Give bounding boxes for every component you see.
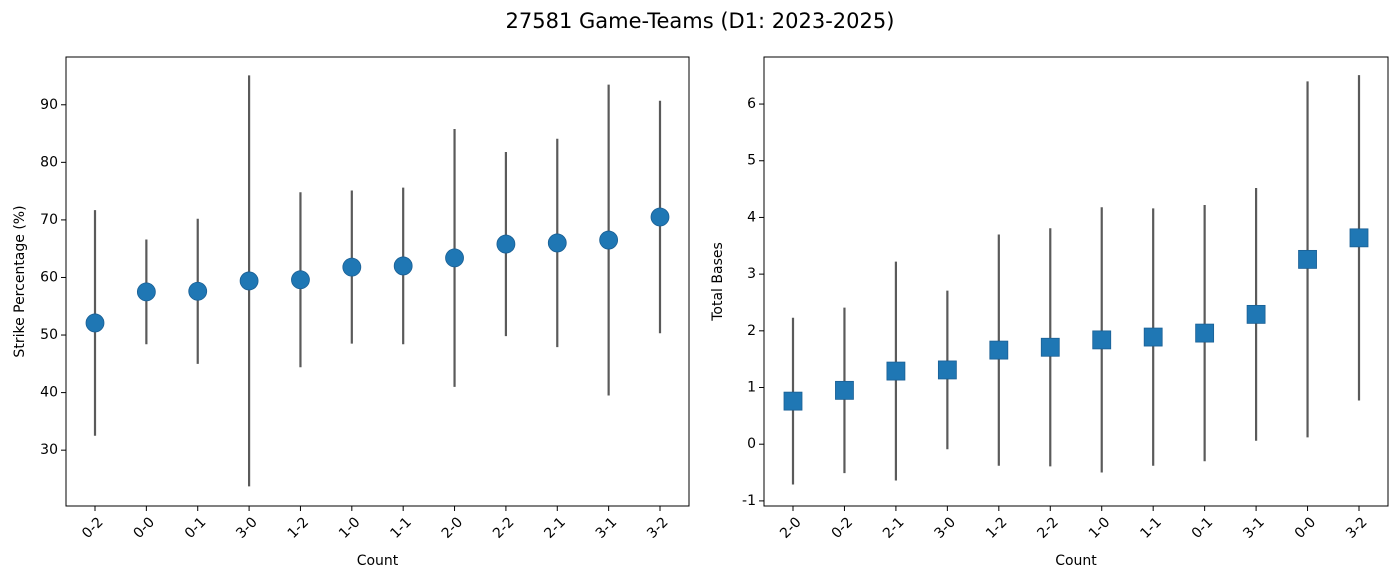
x-tick-label: 1-0: [1086, 514, 1113, 541]
figure-title: 27581 Game-Teams (D1: 2023-2025): [506, 9, 895, 33]
y-tick-label: 6: [747, 96, 756, 112]
marker: [1298, 249, 1317, 269]
plot-frame: [65, 56, 690, 507]
y-tick-label: 0: [747, 436, 756, 452]
x-tick-label: 1-2: [983, 514, 1010, 541]
x-tick-label: 3-0: [932, 514, 959, 541]
marker: [937, 360, 957, 380]
x-tick-label: 0-0: [1292, 514, 1319, 541]
marker: [1349, 228, 1369, 248]
marker: [1143, 327, 1163, 347]
marker: [599, 230, 619, 250]
x-tick-label: 2-0: [777, 514, 804, 541]
marker: [291, 270, 310, 290]
x-axis-label: Count: [1055, 553, 1097, 569]
x-tick-label: 3-0: [233, 514, 260, 541]
x-tick-label: 3-1: [1240, 514, 1267, 541]
marker: [783, 391, 803, 411]
x-tick-label: 3-2: [1343, 514, 1370, 541]
y-tick-label: 4: [747, 209, 756, 225]
marker: [445, 248, 464, 268]
x-tick-label: 1-1: [1137, 514, 1164, 541]
marker: [188, 281, 208, 301]
x-tick-label: 2-0: [439, 514, 466, 541]
y-tick-label: 70: [40, 212, 58, 228]
y-tick-label: 90: [40, 97, 58, 113]
marker: [650, 207, 670, 227]
x-tick-label: 0-0: [131, 514, 158, 541]
marker: [136, 282, 156, 302]
x-tick-label: 3-2: [644, 514, 671, 541]
x-tick-label: 0-2: [829, 514, 856, 541]
y-tick-label: 3: [747, 266, 756, 282]
y-tick-label: -1: [742, 493, 756, 509]
y-axis-label: Total Bases: [710, 242, 726, 322]
x-tick-label: 2-1: [880, 514, 907, 541]
plot-frame: [763, 56, 1389, 507]
marker: [886, 361, 906, 381]
x-tick-label: 1-2: [285, 514, 312, 541]
marker: [496, 234, 516, 254]
x-tick-label: 2-2: [1034, 514, 1061, 541]
y-tick-label: 1: [747, 380, 756, 396]
marker: [342, 257, 362, 277]
x-axis-label: Count: [357, 553, 399, 569]
x-tick-label: 3-1: [593, 514, 620, 541]
x-tick-label: 1-0: [336, 514, 363, 541]
y-tick-label: 30: [40, 442, 58, 458]
y-tick-label: 60: [40, 269, 58, 285]
marker: [547, 233, 567, 253]
y-axis-label: Strike Percentage (%): [12, 205, 28, 357]
marker: [1195, 323, 1215, 343]
marker: [393, 256, 413, 276]
y-tick-label: 50: [40, 327, 58, 343]
marker: [239, 271, 259, 291]
x-tick-label: 2-1: [541, 514, 568, 541]
x-tick-label: 1-1: [387, 514, 414, 541]
marker: [1092, 330, 1112, 350]
y-tick-label: 40: [40, 385, 58, 401]
marker: [989, 340, 1009, 360]
x-tick-label: 0-1: [182, 514, 209, 541]
x-tick-label: 2-2: [490, 514, 517, 541]
y-tick-label: 80: [40, 154, 58, 170]
y-tick-label: 5: [747, 153, 756, 169]
marker: [1040, 337, 1060, 357]
marker: [835, 380, 854, 400]
marker: [1246, 304, 1266, 324]
x-tick-label: 0-1: [1189, 514, 1216, 541]
y-tick-label: 2: [747, 323, 756, 339]
marker: [85, 313, 105, 333]
x-tick-label: 0-2: [79, 514, 106, 541]
